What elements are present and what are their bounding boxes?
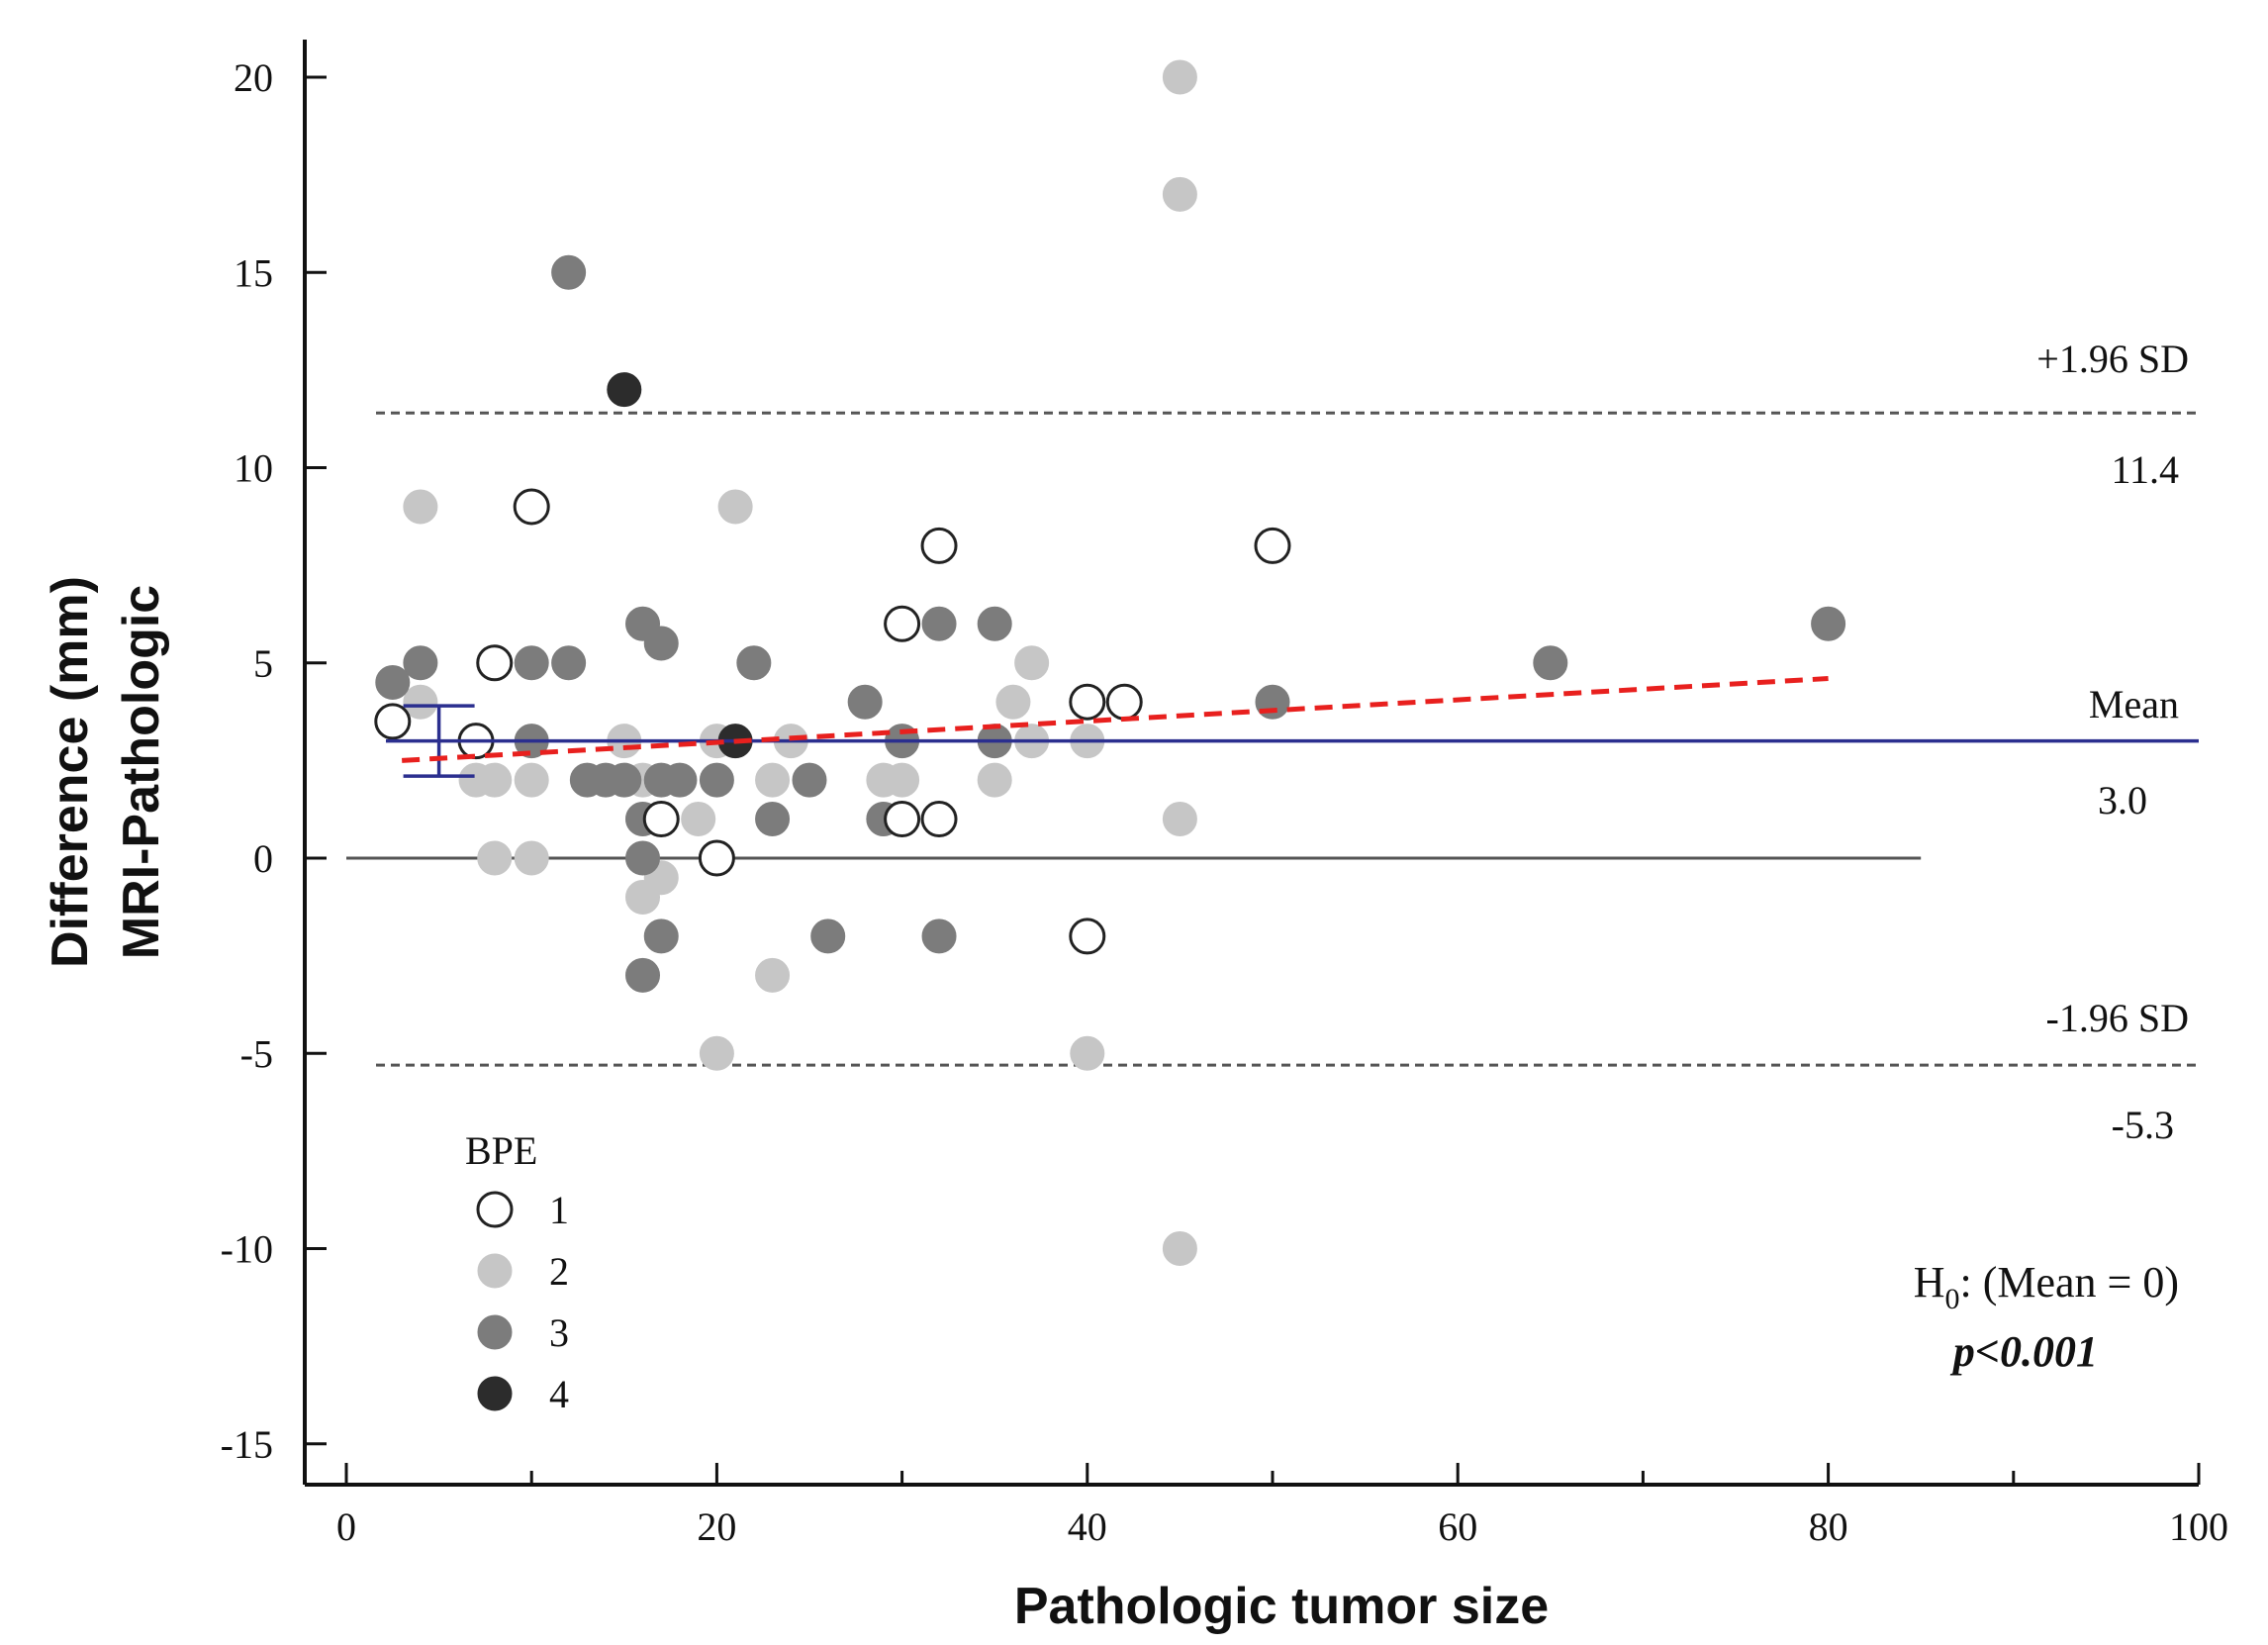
- data-point-bpe-3: [514, 645, 549, 681]
- data-point-bpe-2: [717, 489, 753, 525]
- data-point-bpe-2: [995, 684, 1031, 720]
- y-tick-label: 20: [234, 55, 273, 100]
- data-point-bpe-2: [885, 762, 920, 798]
- data-point-bpe-3: [810, 919, 846, 954]
- lower-limit-name: -1.96 SD: [2046, 996, 2189, 1040]
- data-point-bpe-2: [1162, 59, 1197, 95]
- data-point-bpe-3: [643, 626, 679, 661]
- data-point-bpe-1: [642, 801, 680, 838]
- axes: -15 -10 -5 0 5 10 15 20 0 20 40 60 80 100: [221, 40, 2228, 1549]
- data-point-bpe-3: [755, 802, 791, 837]
- data-point-bpe-1: [1254, 527, 1291, 564]
- regression-line: [402, 676, 1829, 763]
- x-tick-label: 60: [1438, 1504, 1477, 1549]
- y-tick-label: 10: [234, 446, 273, 491]
- data-point-bpe-3: [551, 645, 587, 681]
- data-point-bpe-2: [477, 762, 513, 798]
- data-point-bpe-4: [607, 372, 642, 408]
- overlay-lines: [386, 676, 2199, 778]
- data-point-bpe-3: [662, 762, 698, 798]
- legend-label-bpe-2: 2: [549, 1249, 569, 1294]
- data-point-bpe-1: [1069, 918, 1106, 955]
- y-tick-label: -15: [221, 1422, 273, 1467]
- y-axis-title-line1: Difference (mm): [42, 576, 99, 968]
- data-point-bpe-3: [736, 645, 772, 681]
- data-point-bpe-1: [513, 488, 550, 526]
- upper-limit-name: +1.96 SD: [2036, 337, 2189, 381]
- data-point-bpe-3: [625, 840, 661, 876]
- upper-limit-value: 11.4: [2111, 447, 2179, 492]
- data-point-bpe-3: [792, 762, 827, 798]
- data-point-bpe-2: [681, 802, 716, 837]
- legend-label-bpe-3: 3: [549, 1310, 569, 1355]
- legend-marker-bpe-4: [477, 1376, 513, 1411]
- y-tick-label: 5: [253, 641, 273, 686]
- data-point-bpe-3: [625, 957, 661, 993]
- y-axis-title-line2: MRI-Pathologic: [113, 585, 170, 959]
- reference-lines: +1.96 SD 11.4 Mean 3.0 -1.96 SD -5.3: [346, 337, 2199, 1147]
- x-tick-label: 20: [697, 1504, 736, 1549]
- data-point-bpe-2: [403, 684, 438, 720]
- data-point-bpe-3: [847, 684, 883, 720]
- data-point-bpe-2: [1014, 645, 1050, 681]
- data-point-bpe-3: [1255, 684, 1290, 720]
- legend-title: BPE: [465, 1128, 537, 1173]
- data-point-bpe-2: [625, 879, 661, 915]
- data-point-bpe-2: [699, 1035, 734, 1071]
- legend-marker-bpe-2: [477, 1253, 513, 1289]
- data-point-bpe-1: [476, 644, 514, 682]
- data-point-bpe-3: [1811, 606, 1846, 641]
- data-point-bpe-1: [884, 605, 921, 642]
- y-tick-label: -10: [221, 1227, 273, 1272]
- data-point-bpe-3: [921, 919, 957, 954]
- data-point-bpe-3: [699, 762, 734, 798]
- mean-value: 3.0: [2098, 778, 2147, 822]
- data-point-bpe-2: [977, 762, 1012, 798]
- p-value-label: p<0.001: [1949, 1327, 2098, 1376]
- data-point-bpe-2: [403, 489, 438, 525]
- data-point-bpe-2: [1070, 1035, 1105, 1071]
- x-tick-label: 80: [1809, 1504, 1848, 1549]
- data-point-bpe-3: [403, 645, 438, 681]
- legend-label-bpe-1: 1: [549, 1188, 569, 1232]
- y-tick-label: 0: [253, 836, 273, 881]
- x-tick-label: 40: [1068, 1504, 1107, 1549]
- data-point-bpe-2: [755, 762, 791, 798]
- data-point-bpe-2: [477, 840, 513, 876]
- y-tick-label: -5: [240, 1031, 273, 1076]
- legend-label-bpe-4: 4: [549, 1372, 569, 1416]
- legend: BPE 1 2 3 4: [465, 1128, 569, 1416]
- mean-name: Mean: [2089, 682, 2179, 726]
- y-tick-label: 15: [234, 250, 273, 295]
- data-point-bpe-2: [1162, 1231, 1197, 1266]
- data-point-bpe-1: [1105, 683, 1143, 721]
- x-tick-label: 0: [336, 1504, 356, 1549]
- lower-limit-value: -5.3: [2112, 1103, 2174, 1147]
- data-point-bpe-3: [607, 762, 642, 798]
- data-point-bpe-3: [551, 254, 587, 290]
- data-point-bpe-3: [643, 919, 679, 954]
- data-points: [374, 59, 1846, 1266]
- data-point-bpe-1: [920, 801, 958, 838]
- data-point-bpe-3: [921, 606, 957, 641]
- data-point-bpe-1: [884, 801, 921, 838]
- data-point-bpe-1: [920, 527, 958, 564]
- legend-marker-bpe-1: [476, 1191, 514, 1228]
- data-point-bpe-1: [1069, 683, 1106, 721]
- data-point-bpe-2: [514, 840, 549, 876]
- data-point-bpe-1: [374, 703, 412, 740]
- data-point-bpe-2: [1162, 802, 1197, 837]
- data-point-bpe-3: [375, 664, 411, 700]
- null-hypothesis-label: H0: (Mean = 0): [1914, 1258, 2179, 1315]
- data-point-bpe-3: [977, 606, 1012, 641]
- legend-marker-bpe-3: [477, 1314, 513, 1350]
- data-point-bpe-2: [514, 762, 549, 798]
- x-tick-label: 100: [2169, 1504, 2228, 1549]
- data-point-bpe-3: [1533, 645, 1568, 681]
- data-point-bpe-1: [698, 839, 735, 877]
- x-axis-title: Pathologic tumor size: [1014, 1578, 1549, 1635]
- data-point-bpe-2: [755, 957, 791, 993]
- data-point-bpe-2: [1162, 176, 1197, 212]
